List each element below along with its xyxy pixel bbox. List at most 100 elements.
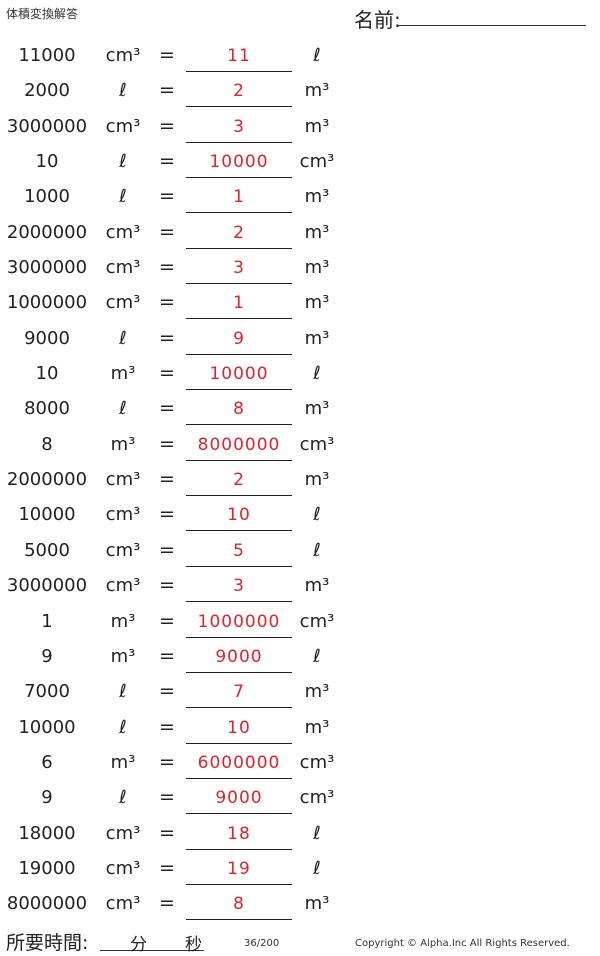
from-unit: cm³: [105, 45, 141, 66]
answer-line[interactable]: [186, 353, 292, 355]
answer-line[interactable]: [186, 530, 292, 532]
answer-line[interactable]: [186, 459, 292, 461]
time-field-line[interactable]: [100, 950, 204, 951]
page-number: 36/200: [244, 938, 280, 949]
from-unit: cm³: [105, 822, 141, 844]
name-field-line[interactable]: [398, 25, 586, 26]
answer-line[interactable]: [186, 247, 292, 249]
answer-value: 9000: [215, 646, 263, 667]
equals-sign: =: [159, 538, 175, 561]
from-unit: cm³: [105, 221, 141, 243]
problem-row: 2000000 cm³ = 2 m³: [0, 214, 340, 249]
answer-line[interactable]: [186, 212, 292, 214]
from-unit: ℓ: [119, 151, 127, 173]
to-unit: cm³: [299, 751, 335, 773]
equals-sign: =: [159, 821, 175, 844]
minutes-label: 分: [130, 935, 147, 955]
given-value: 1000: [24, 186, 70, 208]
to-unit: ℓ: [313, 504, 321, 526]
answer-line[interactable]: [186, 883, 292, 885]
answer-value: 1: [233, 187, 245, 208]
answer-value: 2: [233, 222, 245, 243]
answer-line[interactable]: [186, 424, 292, 426]
given-value: 8: [41, 433, 53, 455]
problem-row: 1000 ℓ = 1 m³: [0, 178, 340, 214]
problem-row: 5000 cm³ = 5 ℓ: [0, 532, 340, 567]
problem-row: 2000 ℓ = 2 m³: [0, 72, 340, 108]
to-unit: m³: [304, 893, 330, 915]
from-unit: ℓ: [119, 327, 127, 349]
answer-line[interactable]: [186, 318, 292, 320]
from-unit: ℓ: [119, 80, 127, 102]
problem-row: 10 ℓ = 10000 cm³: [0, 143, 340, 179]
answer-line[interactable]: [186, 495, 292, 497]
equals-sign: =: [159, 326, 175, 349]
equals-sign: =: [159, 291, 175, 314]
answer-line[interactable]: [186, 707, 292, 709]
from-unit: cm³: [105, 575, 141, 597]
equals-sign: =: [159, 256, 175, 279]
answer-line[interactable]: [186, 106, 292, 108]
answer-line[interactable]: [186, 283, 292, 285]
from-unit: m³: [110, 645, 136, 667]
given-value: 2000000: [6, 221, 88, 243]
to-unit: m³: [304, 469, 330, 491]
problem-row: 3000000 cm³ = 3 m³: [0, 567, 340, 603]
answer-line[interactable]: [186, 848, 292, 850]
given-value: 9: [41, 787, 53, 809]
problem-row: 10 m³ = 10000 ℓ: [0, 355, 340, 391]
to-unit: ℓ: [313, 645, 321, 667]
answer-line[interactable]: [186, 777, 292, 779]
answer-line[interactable]: [186, 601, 292, 603]
problem-row: 3000000 cm³ = 3 m³: [0, 249, 340, 285]
to-unit: m³: [304, 115, 330, 137]
given-value: 10: [35, 151, 59, 173]
answer-value: 8: [233, 894, 245, 915]
to-unit: m³: [304, 716, 330, 738]
answer-line[interactable]: [186, 141, 292, 143]
problem-row: 8000 ℓ = 8 m³: [0, 390, 340, 426]
to-unit: ℓ: [313, 363, 321, 385]
name-label: 名前:: [354, 8, 401, 32]
answer-value: 9000: [215, 788, 263, 809]
problem-row: 1 m³ = 1000000 cm³: [0, 603, 340, 638]
to-unit: m³: [304, 186, 330, 208]
answer-value: 8: [233, 399, 245, 420]
time-required-label: 所要時間:: [6, 932, 89, 954]
answer-line[interactable]: [186, 671, 292, 673]
answer-line[interactable]: [186, 177, 292, 179]
answer-line[interactable]: [186, 389, 292, 391]
to-unit: m³: [304, 292, 330, 314]
problem-row: 8000000 cm³ = 8 m³: [0, 885, 340, 921]
from-unit: cm³: [105, 893, 141, 915]
given-value: 3000000: [6, 115, 88, 137]
equals-sign: =: [159, 892, 175, 915]
answer-line[interactable]: [186, 742, 292, 744]
from-unit: cm³: [105, 469, 141, 491]
equals-sign: =: [159, 432, 175, 455]
answer-line[interactable]: [186, 636, 292, 638]
given-value: 8000: [24, 398, 70, 420]
problem-row: 2000000 cm³ = 2 m³: [0, 461, 340, 497]
answer-line[interactable]: [186, 71, 292, 72]
given-value: 2000000: [6, 469, 88, 491]
from-unit: ℓ: [119, 716, 127, 738]
answer-value: 3: [233, 116, 245, 137]
answer-line[interactable]: [186, 919, 292, 921]
answer-value: 19: [227, 858, 251, 879]
to-unit: ℓ: [313, 539, 321, 561]
answer-line[interactable]: [186, 813, 292, 815]
answer-value: 6000000: [197, 752, 281, 773]
equals-sign: =: [159, 114, 175, 137]
problem-row: 9 m³ = 9000 ℓ: [0, 638, 340, 673]
given-value: 1: [41, 610, 53, 632]
given-value: 3000000: [6, 575, 88, 597]
answer-value: 10000: [209, 152, 269, 173]
answer-line[interactable]: [186, 565, 292, 567]
given-value: 10000: [18, 504, 76, 526]
from-unit: cm³: [105, 504, 141, 526]
to-unit: ℓ: [313, 45, 321, 66]
answer-value: 8000000: [197, 434, 281, 455]
given-value: 11000: [18, 45, 76, 66]
from-unit: m³: [110, 433, 136, 455]
